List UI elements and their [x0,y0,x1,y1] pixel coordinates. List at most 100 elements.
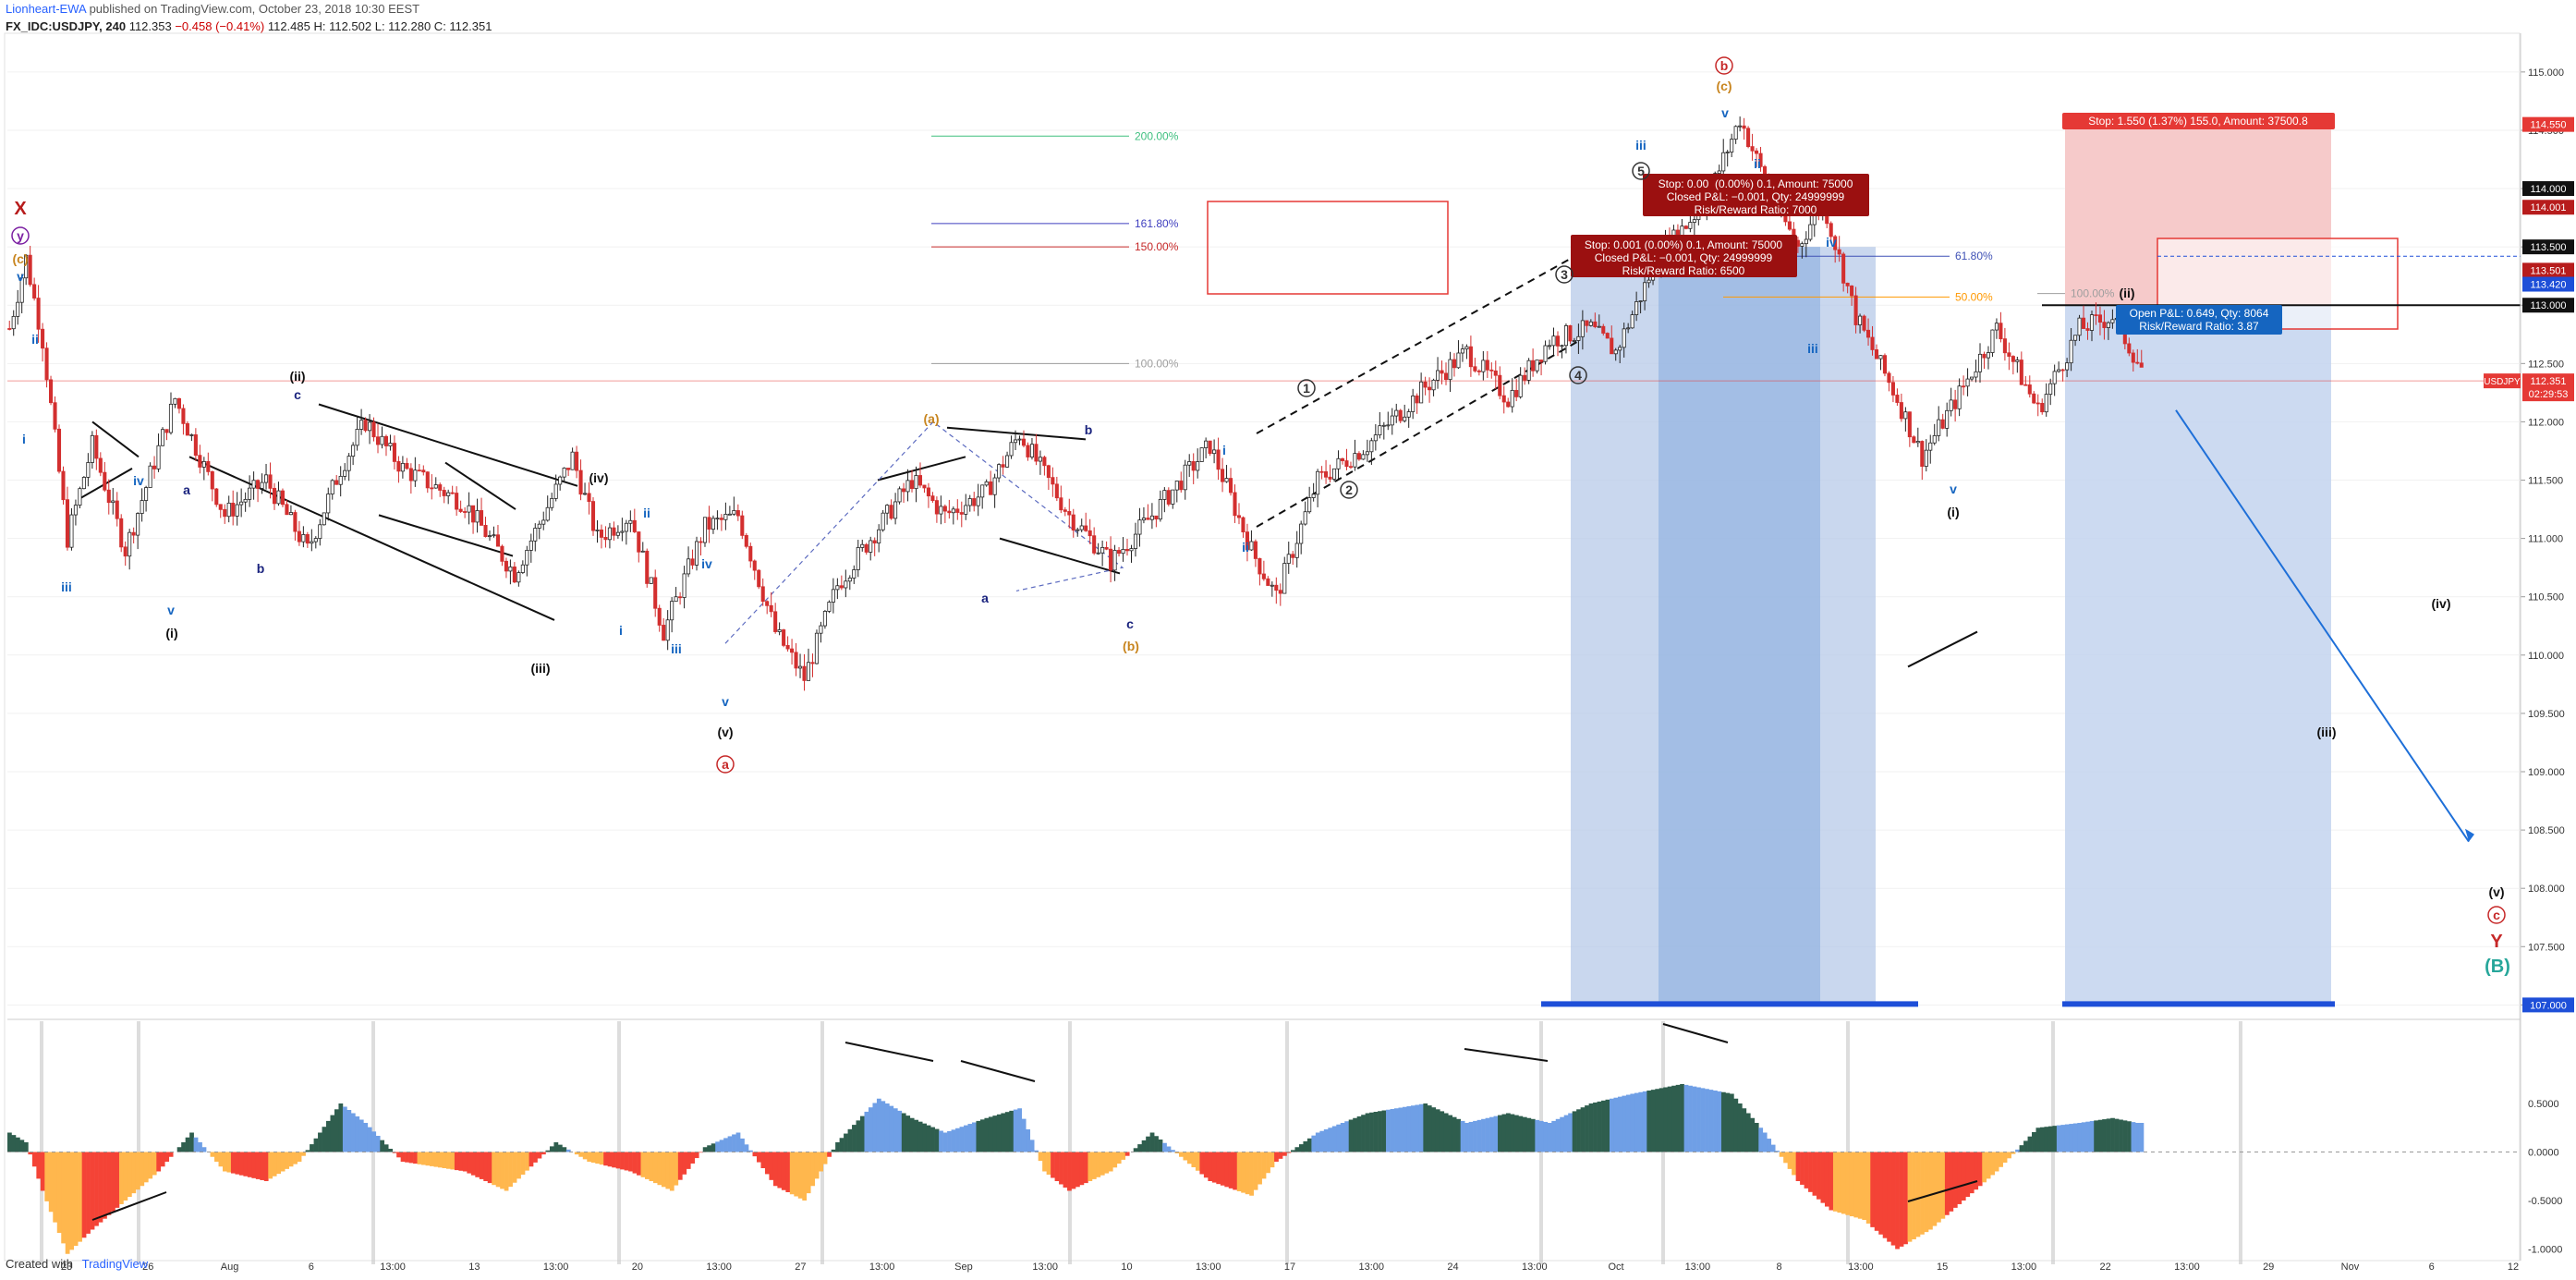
candle-body [1141,518,1146,521]
candle-body [1221,469,1225,482]
candle-body [492,534,496,537]
candle-body [322,512,326,526]
fib-level-label: 161.80% [1135,217,1179,230]
candle-body [748,545,753,562]
tradingview-logo-link[interactable]: TradingView [81,1257,149,1271]
candle-body [458,508,463,512]
oscillator-bar [1510,1114,1515,1152]
candle-body [1622,328,1626,348]
oscillator-bar [375,1136,381,1152]
candle-body [338,475,343,485]
candle-body [148,465,152,488]
candle-body [1270,584,1274,587]
oscillator-bar [78,1152,82,1242]
candle-body [1373,434,1378,442]
oscillator-bar [1075,1152,1080,1188]
oscillator-bar [674,1152,679,1186]
chart-annotations: 200.00% 161.80% 150.00% 100.00% 61.80% 50.00%… [11,56,2510,977]
oscillator-bar [1990,1152,1995,1176]
time-tick-label: 6 [2429,1262,2435,1273]
candle-body [1485,360,1489,371]
oscillator-bar [852,1125,857,1152]
candle-body [297,530,301,542]
oscillator-bar [1224,1152,1230,1188]
candle-body [144,487,149,501]
oscillator-divergence-line [844,1042,934,1062]
oscillator-bar [392,1152,397,1153]
oscillator-bar [1932,1152,1938,1226]
candle-body [1547,345,1552,347]
candle-body [78,488,82,506]
oscillator-bar [90,1152,95,1230]
oscillator-bar [1183,1152,1188,1161]
oscillator-bar [222,1152,227,1172]
oscillator-bar [984,1117,990,1152]
candle-body [723,514,728,520]
author-link[interactable]: Lionheart-EWA [6,2,86,16]
candle-body [19,277,24,303]
oscillator-bar [131,1152,137,1194]
candle-body [1501,395,1506,403]
position-label-box [2116,305,2282,335]
oscillator-bar [318,1132,322,1152]
oscillator-bar [140,1152,145,1187]
wave-label: i [1222,443,1226,457]
oscillator-bar [2039,1127,2045,1152]
candle-body [980,484,985,498]
oscillator-bar [1141,1140,1147,1152]
oscillator-bar [272,1152,277,1176]
candle-body [1171,489,1175,505]
oscillator-bar [1625,1094,1631,1152]
candle-body [2127,343,2132,354]
oscillator-bar [2097,1119,2103,1152]
candle-body [1531,360,1536,372]
candle-body [181,408,186,424]
oscillator-bar [1009,1110,1015,1152]
oscillator-bar [1124,1152,1130,1156]
oscillator-bar [1191,1152,1197,1167]
oscillator-bar [1220,1152,1225,1186]
oscillator-bar [2077,1123,2083,1152]
oscillator-bar [1530,1118,1536,1152]
oscillator-bar [2139,1123,2145,1152]
candle-body [2007,352,2011,357]
candle-body [156,445,161,469]
candle-body [1539,360,1544,362]
wave-label: (ii) [2119,286,2134,300]
candle-body [1468,346,1473,368]
candle-body [1481,360,1486,372]
candle-body [1423,381,1428,388]
oscillator-bar [1907,1152,1913,1242]
oscillator-bar [1912,1152,1916,1239]
candle-body [893,501,898,519]
oscillator-bar [430,1152,434,1166]
candle-body [330,480,334,494]
oscillator-bar [1952,1152,1958,1208]
wave-label: v [17,269,24,284]
oscillator-bar [1249,1152,1254,1196]
candle-body [926,487,930,497]
oscillator-bar [1862,1152,1867,1220]
candle-body [917,475,923,486]
candle-body [603,537,608,541]
time-tick-label: 10 [1121,1262,1132,1273]
oscillator-bar [2011,1152,2016,1154]
candle-body [1630,314,1634,329]
candle-body [425,471,430,489]
candle-body [1493,370,1498,376]
time-tick-label: 26 [142,1262,153,1273]
candle-body [839,585,844,589]
oscillator-bar [955,1128,960,1152]
oscillator-bar [1100,1152,1105,1176]
oscillator-bar [508,1152,513,1188]
oscillator-bar [467,1152,472,1174]
candle-body [1009,442,1014,457]
oscillator-bar [1154,1136,1159,1152]
candle-body [318,524,322,539]
oscillator-bar [1501,1114,1507,1152]
oscillator-bar [1440,1111,1445,1152]
oscillator-bar [1365,1113,1370,1152]
oscillator-bar [1083,1152,1088,1184]
oscillator-bar [979,1119,985,1152]
